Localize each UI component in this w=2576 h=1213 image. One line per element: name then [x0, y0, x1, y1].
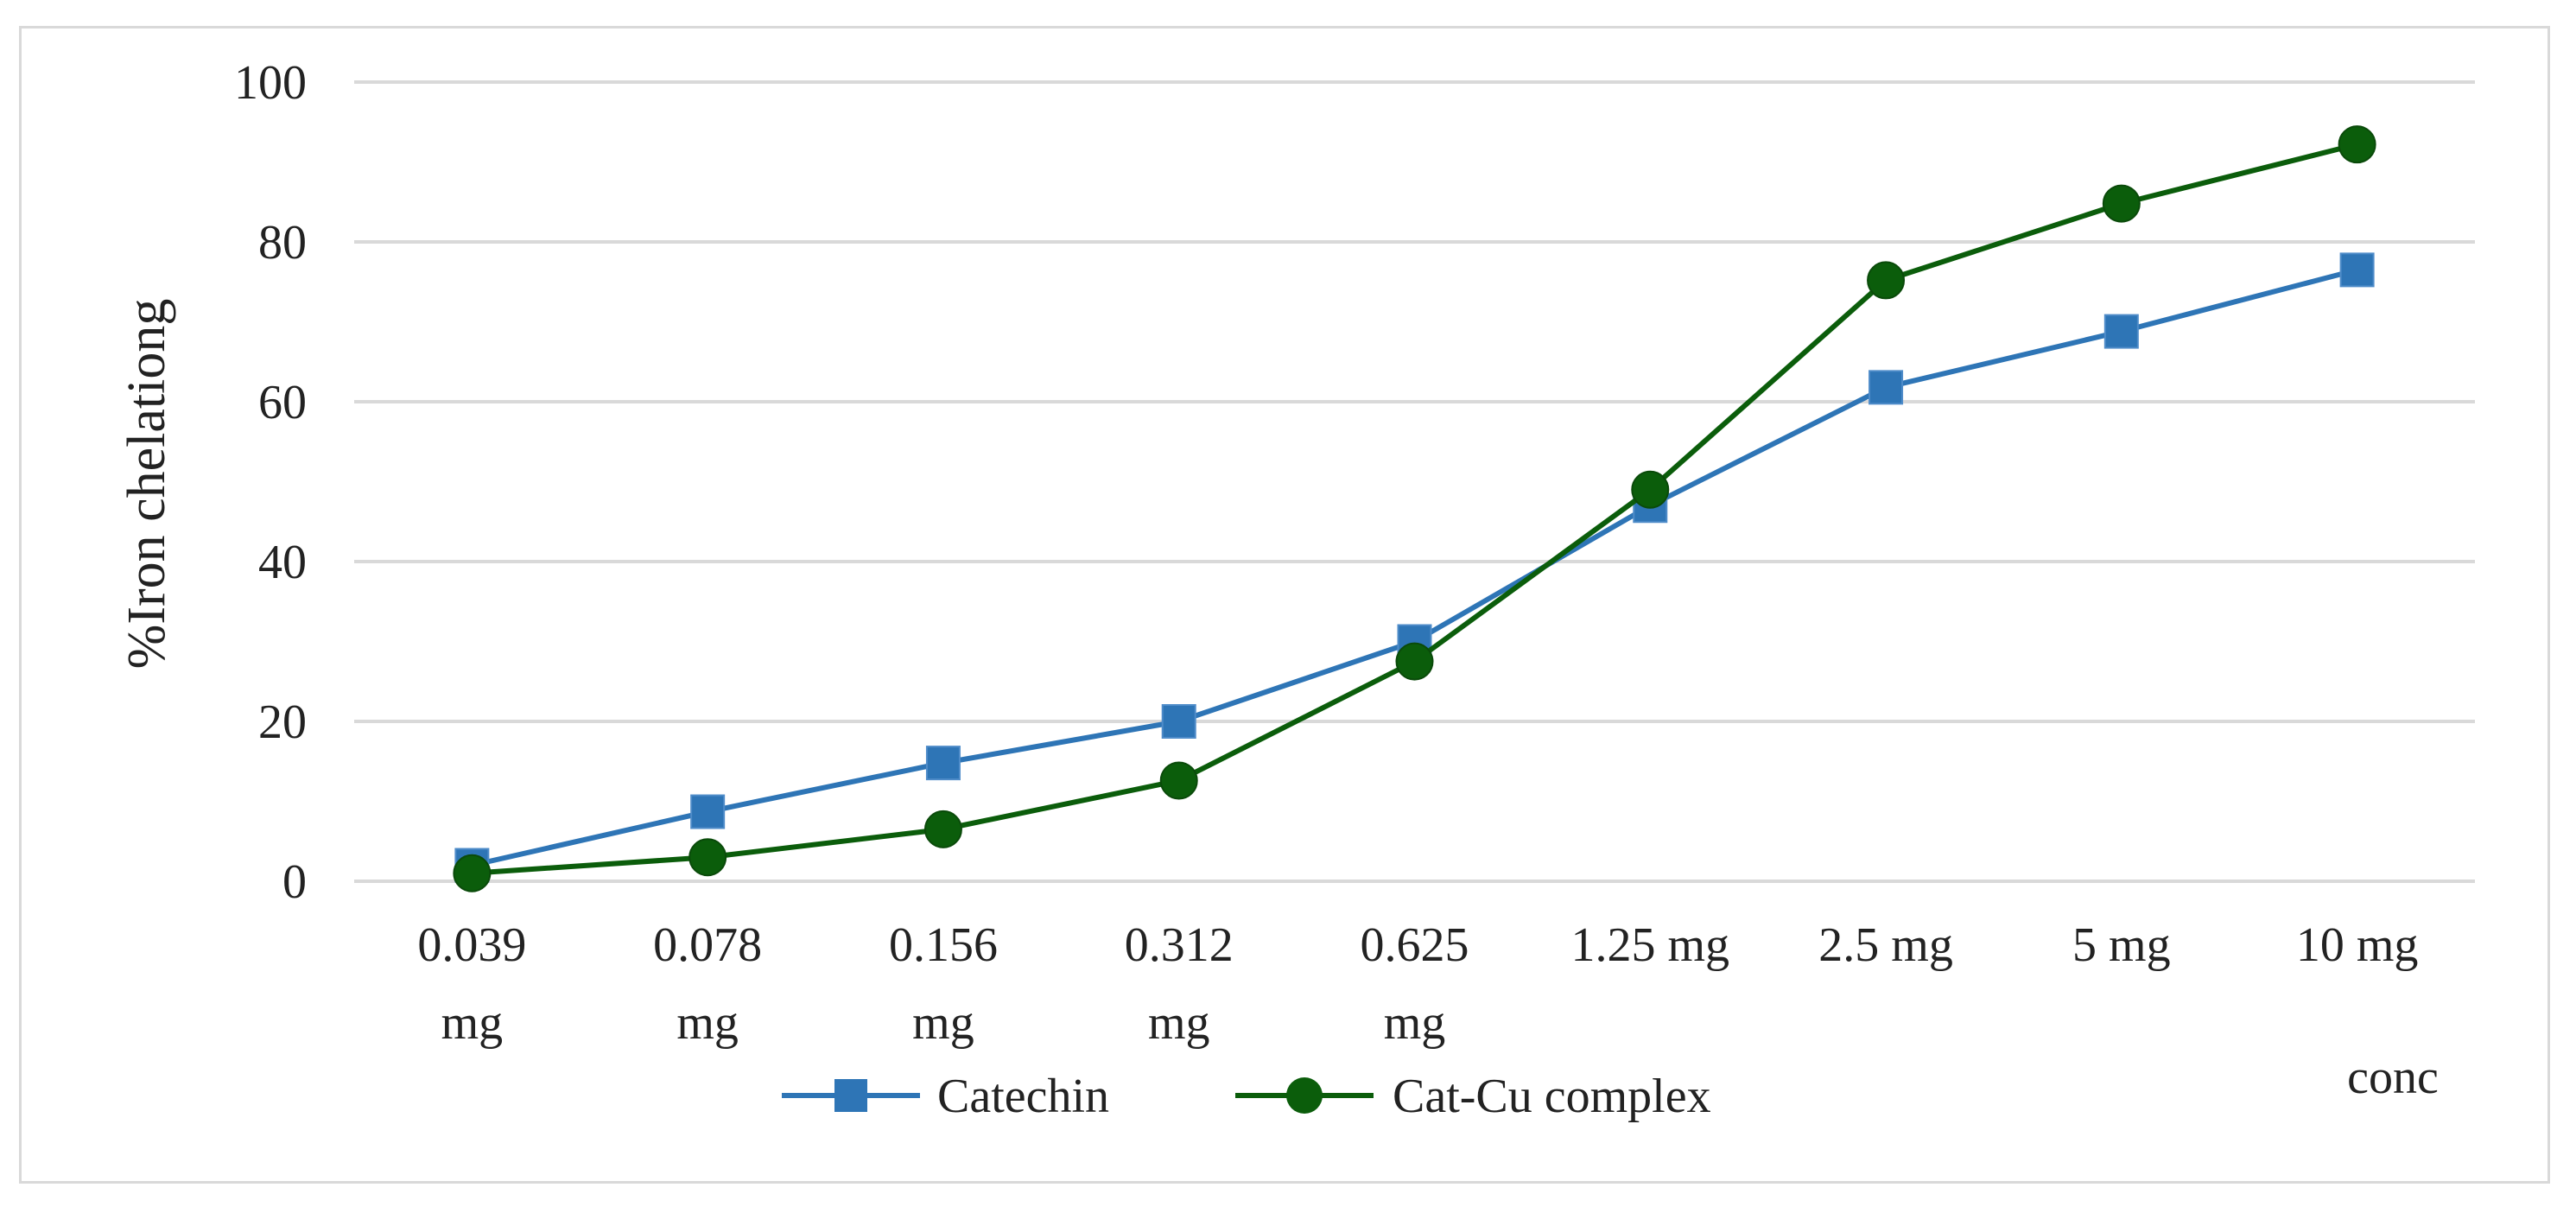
y-tick-label: 100	[234, 56, 307, 110]
data-point	[1159, 761, 1198, 800]
series-line	[472, 142, 2358, 876]
x-tick-label: 0.039	[417, 918, 526, 972]
x-tick-label: 10 mg	[2296, 918, 2419, 972]
x-tick-label: mg	[1148, 996, 1210, 1050]
y-tick-label: 20	[258, 695, 307, 749]
y-tick-label: 0	[282, 855, 307, 909]
data-point	[690, 794, 726, 829]
data-point	[1869, 370, 1904, 405]
data-point	[1631, 470, 1670, 509]
x-tick-label: mg	[1384, 996, 1446, 1050]
data-point	[923, 810, 962, 848]
series-cat-cu-complex	[453, 125, 2376, 892]
y-axis-title: %Iron chelationg	[117, 299, 176, 670]
series-catechin	[454, 252, 2375, 883]
x-tick-label: 0.156	[889, 918, 998, 972]
y-tick-label: 40	[258, 536, 307, 589]
legend-marker	[1286, 1077, 1323, 1114]
data-point	[1867, 261, 1906, 300]
x-tick-label: 0.078	[653, 918, 762, 972]
legend-entry: Catechin	[782, 1070, 1109, 1123]
series-line	[471, 267, 2358, 868]
x-axis-ticks: 0.039 mg 0.078 mg 0.156 mg 0.312 mg 0.625 mg 1.25 …	[417, 918, 2418, 1050]
data-point	[925, 746, 961, 781]
data-point	[1161, 704, 1196, 739]
x-tick-label: 0.625	[1361, 918, 1469, 972]
data-point	[688, 838, 727, 877]
legend-label: Cat-Cu complex	[1393, 1070, 1711, 1123]
data-point	[453, 854, 492, 892]
x-tick-label: 2.5 mg	[1818, 918, 1953, 972]
data-point	[2102, 184, 2141, 223]
y-tick-label: 80	[258, 216, 307, 270]
x-axis-title: conc	[2347, 1051, 2439, 1104]
x-tick-label: mg	[912, 996, 974, 1050]
x-tick-label: 5 mg	[2072, 918, 2171, 972]
legend-marker	[834, 1079, 867, 1112]
x-tick-label: 0.312	[1125, 918, 1234, 972]
y-axis-ticks: 0 20 40 60 80 100	[234, 56, 307, 909]
gridlines	[354, 80, 2475, 883]
legend: Catechin Cat-Cu complex	[782, 1070, 1711, 1123]
legend-entry: Cat-Cu complex	[1235, 1070, 1711, 1123]
y-tick-label: 60	[258, 376, 307, 429]
data-point	[2103, 314, 2139, 349]
x-tick-label: mg	[676, 996, 739, 1050]
series-layer	[453, 125, 2376, 892]
data-point	[1395, 642, 1434, 681]
x-tick-label: mg	[441, 996, 504, 1050]
data-point	[2338, 125, 2376, 164]
data-point	[2339, 252, 2375, 288]
x-tick-label: 1.25 mg	[1570, 918, 1729, 972]
legend-label: Catechin	[937, 1070, 1109, 1123]
